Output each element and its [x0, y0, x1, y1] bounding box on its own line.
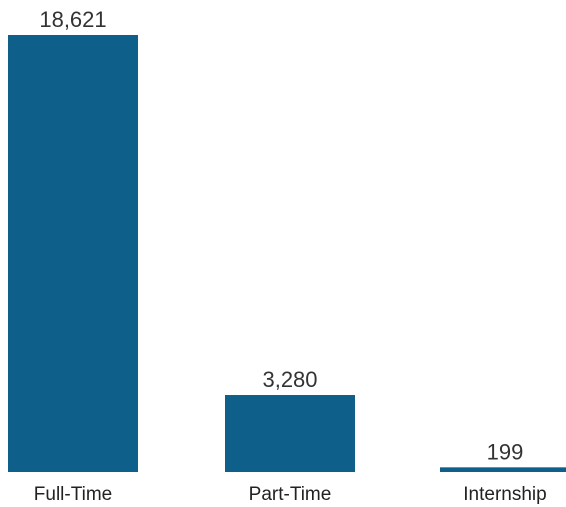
bars-layer: [8, 35, 566, 472]
category-labels-layer: Full-Time Part-Time Internship: [34, 484, 547, 505]
category-tick-label: Part-Time: [249, 484, 332, 505]
data-label: 18,621: [39, 7, 106, 32]
category-tick-label: Internship: [463, 484, 546, 505]
category-tick-label: Full-Time: [34, 484, 112, 505]
bar-internship: [440, 467, 566, 472]
bar-part-time: [225, 395, 355, 472]
value-labels-layer: 18,621 3,280 199: [39, 7, 523, 464]
bar-full-time: [8, 35, 138, 472]
data-label: 3,280: [262, 367, 317, 392]
data-label: 199: [487, 439, 524, 464]
